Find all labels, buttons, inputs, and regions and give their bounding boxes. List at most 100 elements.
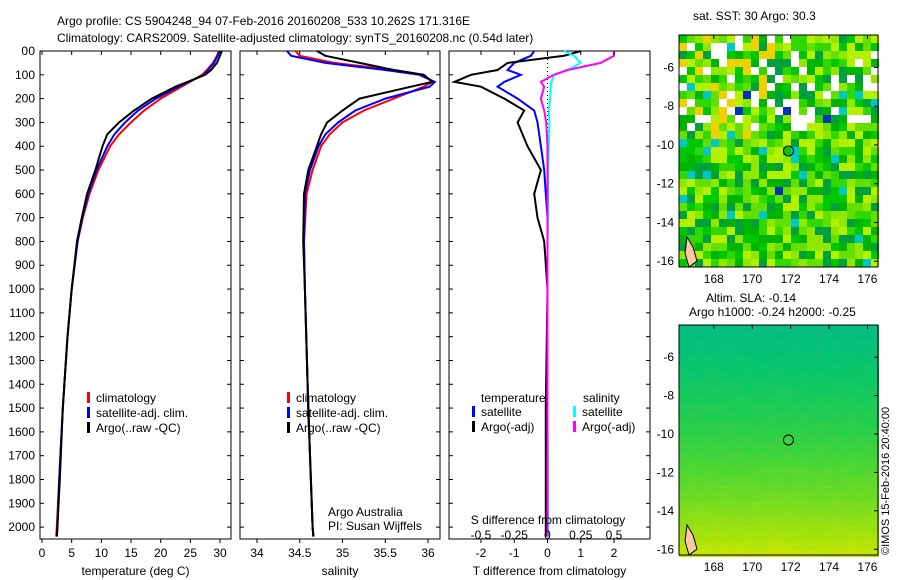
map-cell: [871, 155, 879, 163]
map-cell: [719, 171, 727, 179]
map-cell: [727, 429, 735, 437]
map-cell: [711, 509, 719, 517]
map-cell: [799, 477, 807, 485]
map-cell: [815, 501, 823, 509]
map-cell: [703, 341, 711, 349]
map-cell: [711, 349, 719, 357]
map-cell: [751, 357, 759, 365]
map-cell: [791, 107, 799, 115]
map-cell: [719, 429, 727, 437]
map-cell: [735, 195, 743, 203]
map-cell: [791, 179, 799, 187]
map-cell: [711, 413, 719, 421]
map-cell: [863, 75, 871, 83]
map-cell: [735, 325, 743, 333]
map-cell: [743, 75, 751, 83]
legend-label: Argo(..raw -QC): [296, 421, 381, 435]
map-cell: [791, 91, 799, 99]
map-cell: [727, 349, 735, 357]
map-cell: [679, 437, 687, 445]
map-cell: [695, 227, 703, 235]
map-cell: [855, 325, 863, 333]
map-cell: [847, 373, 855, 381]
legend-swatch: [87, 392, 90, 403]
map-cell: [823, 437, 831, 445]
map-cell: [823, 35, 831, 43]
map-cell: [775, 341, 783, 349]
map-cell: [783, 251, 791, 259]
map-cell: [687, 493, 695, 501]
map-cell: [831, 461, 839, 469]
map-cell: [695, 365, 703, 373]
map-cell: [871, 525, 879, 533]
map-cell: [727, 549, 735, 557]
map-cell: [839, 259, 847, 267]
map-cell: [751, 469, 759, 477]
map-cell: [759, 107, 767, 115]
map-cell: [743, 115, 751, 123]
map-cell: [775, 509, 783, 517]
map-cell: [767, 533, 775, 541]
map-cell: [719, 155, 727, 163]
map-cell: [847, 493, 855, 501]
map-cell: [783, 107, 791, 115]
map-cell: [759, 525, 767, 533]
map-cell: [847, 251, 855, 259]
map-cell: [855, 533, 863, 541]
map-cell: [799, 469, 807, 477]
x-tick-label: 35: [336, 546, 350, 560]
map-cell: [719, 485, 727, 493]
map-cell: [807, 67, 815, 75]
map-cell: [799, 445, 807, 453]
map-cell: [751, 501, 759, 509]
map-cell: [871, 59, 879, 67]
map-cell: [831, 429, 839, 437]
map-cell: [767, 107, 775, 115]
map-cell: [847, 461, 855, 469]
map-cell: [735, 187, 743, 195]
map-cell: [847, 485, 855, 493]
plot-frame: [39, 50, 232, 540]
map-cell: [831, 477, 839, 485]
map-cell: [823, 389, 831, 397]
map-cell: [871, 51, 879, 59]
map-cell: [807, 341, 815, 349]
map-cell: [743, 251, 751, 259]
argo-float-marker: [782, 434, 794, 446]
map-cell: [735, 501, 743, 509]
map-cell: [855, 107, 863, 115]
map-cell: [807, 123, 815, 131]
map-cell: [863, 453, 871, 461]
legend-swatch: [573, 406, 576, 417]
map-cell: [735, 421, 743, 429]
map-cell: [775, 493, 783, 501]
map-cell: [815, 357, 823, 365]
x2-tick-label: 0.5: [606, 528, 623, 542]
map-cell: [695, 259, 703, 267]
map-cell: [815, 413, 823, 421]
map-cell: [871, 349, 879, 357]
map-cell: [855, 123, 863, 131]
map-cell: [839, 251, 847, 259]
map-cell: [759, 493, 767, 501]
map-cell: [767, 83, 775, 91]
map-cell: [719, 83, 727, 91]
map-cell: [767, 357, 775, 365]
map-cell: [783, 59, 791, 67]
map-cell: [863, 533, 871, 541]
y-tick-label: 1800: [8, 472, 35, 486]
map-cell: [855, 453, 863, 461]
map-cell: [823, 333, 831, 341]
map-cell: [863, 43, 871, 51]
map-cell: [703, 437, 711, 445]
map-cell: [743, 445, 751, 453]
map-cell: [863, 131, 871, 139]
map-cell: [783, 525, 791, 533]
map-cell: [871, 461, 879, 469]
map-cell: [791, 421, 799, 429]
map-cell: [799, 107, 807, 115]
map-cell: [847, 429, 855, 437]
map-cell: [823, 485, 831, 493]
map-cell: [679, 115, 687, 123]
map-cell: [711, 83, 719, 91]
